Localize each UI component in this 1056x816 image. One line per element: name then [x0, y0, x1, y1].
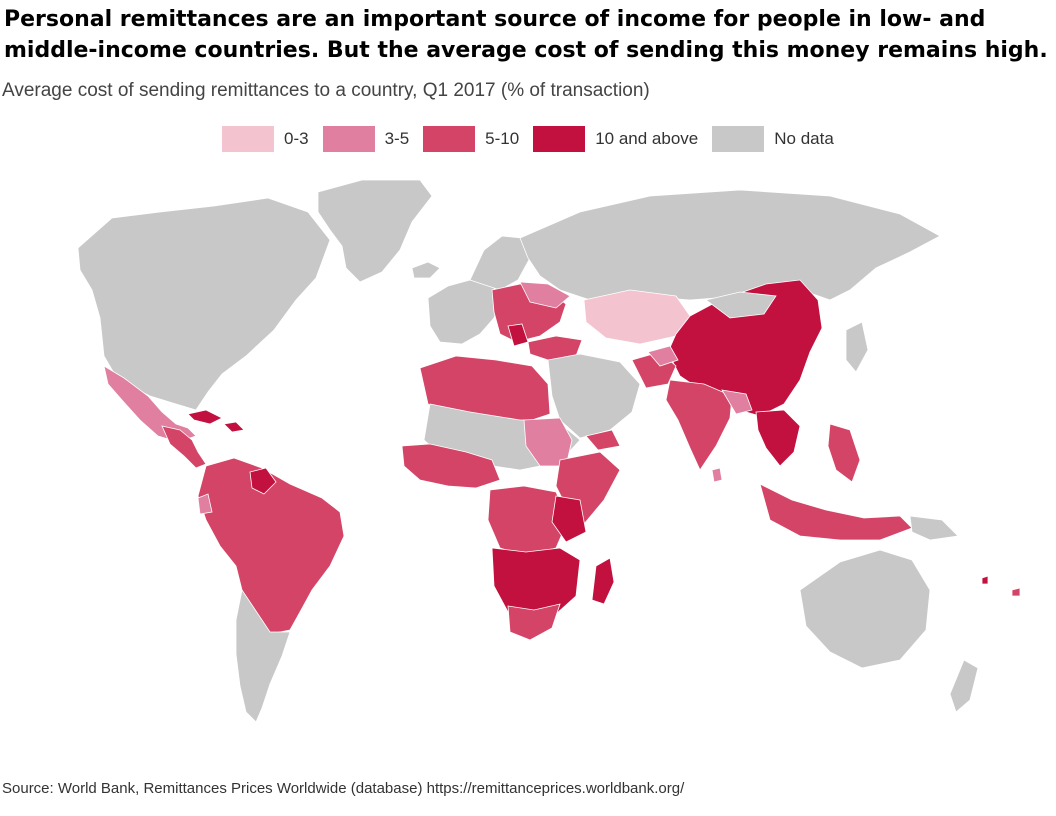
region-nepal-bangladesh [721, 389, 753, 415]
region-south-america-north [197, 457, 345, 635]
region-japan [845, 321, 869, 373]
region-north-america [77, 197, 331, 411]
region-russia [519, 189, 941, 301]
region-venezuela [249, 467, 277, 495]
region-greenland [317, 179, 433, 283]
region-ukraine-belarus [519, 281, 571, 309]
region-central-africa [487, 485, 569, 557]
legend-label: 10 and above [595, 129, 699, 148]
region-middle-east [547, 353, 641, 439]
region-cuba [187, 409, 223, 425]
legend-label: 3-5 [384, 129, 410, 148]
region-central-america [161, 425, 207, 469]
region-central-asia [583, 289, 691, 345]
region-philippines [827, 423, 861, 483]
region-ecuador [197, 493, 213, 515]
legend-label: 0-3 [284, 129, 309, 148]
region-australia [799, 549, 931, 669]
region-new-guinea [909, 515, 959, 541]
region-western-europe [427, 279, 501, 345]
legend-item-3-5: 3-5 [322, 126, 410, 152]
legend-item-5-10: 5-10 [423, 126, 519, 152]
legend-item-0-3: 0-3 [222, 126, 309, 152]
region-new-zealand [949, 659, 979, 713]
region-south-america-south [235, 588, 291, 723]
region-afghanistan [647, 345, 679, 367]
region-yemen [585, 429, 621, 451]
region-west-africa [401, 443, 501, 489]
region-southern-africa [491, 547, 581, 621]
legend-swatch-0-3 [222, 126, 274, 152]
region-hispaniola [223, 421, 245, 433]
region-pacific-island [1011, 587, 1021, 597]
region-indochina [755, 409, 801, 467]
legend-label: No data [774, 129, 834, 148]
region-fiji [981, 575, 989, 585]
legend-swatch-10-and-above [533, 126, 586, 152]
region-mongolia [705, 291, 777, 319]
legend-swatch-3-5 [322, 126, 375, 152]
legend: 0-3 3-5 5-10 10 and above No data [222, 126, 848, 152]
legend-item-no-data: No data [712, 126, 834, 152]
region-sri-lanka [711, 467, 723, 483]
chart-subtitle: Average cost of sending remittances to a… [2, 80, 650, 101]
legend-swatch-5-10 [423, 126, 476, 152]
chart-title: Personal remittances are an important so… [4, 7, 1048, 63]
region-tanzania [551, 495, 587, 543]
region-india [665, 379, 733, 471]
region-iceland [411, 261, 441, 279]
region-mexico [103, 365, 197, 443]
world-map [77, 179, 1021, 723]
region-south-africa [507, 603, 561, 641]
legend-item-10-and-above: 10 and above [533, 126, 698, 152]
region-madagascar [591, 557, 615, 605]
region-indonesia [759, 483, 913, 541]
source-note: Source: World Bank, Remittances Prices W… [2, 780, 685, 797]
legend-label: 5-10 [485, 129, 520, 148]
legend-swatch-no-data [712, 126, 765, 152]
